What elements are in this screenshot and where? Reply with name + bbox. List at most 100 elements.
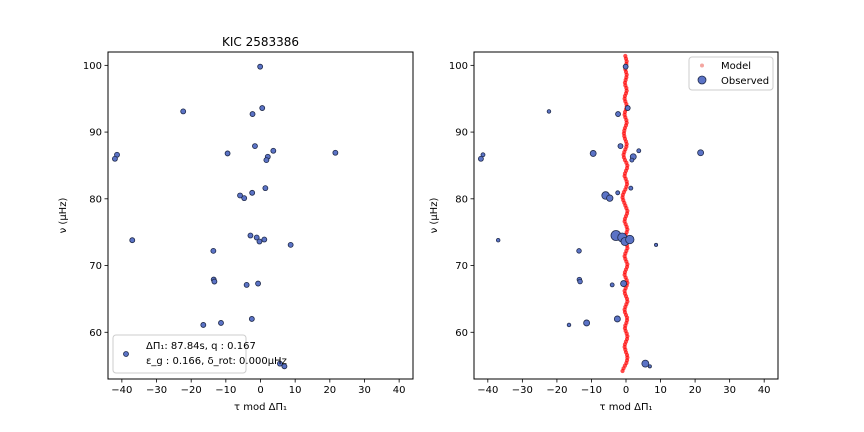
data-point: [277, 360, 283, 367]
data-point: [211, 278, 218, 285]
data-point: [252, 143, 258, 149]
observed-point: [606, 194, 614, 202]
data-point: [249, 111, 256, 117]
left-scatter-points: [112, 63, 339, 370]
y-tick-label: 60: [89, 328, 102, 339]
observed-point: [622, 63, 629, 70]
left-annotation-box: ΔΠ₁: 87.84s, q : 0.167 ε_g : 0.166, δ_ro…: [112, 334, 287, 374]
annotation-line-1: ΔΠ₁: 87.84s, q : 0.167: [146, 341, 256, 352]
data-point: [332, 149, 339, 156]
data-point: [237, 192, 243, 199]
x-tick-label: 20: [689, 385, 702, 396]
observed-point: [495, 237, 501, 243]
data-point: [112, 155, 118, 162]
x-tick-label: −30: [146, 385, 167, 396]
data-point: [257, 63, 264, 70]
left-y-ticks: 60 70 80 90 100: [83, 61, 108, 339]
data-point: [224, 150, 231, 157]
x-tick-label: 10: [289, 385, 302, 396]
annotation-frame: [112, 334, 247, 374]
y-tick-label: 70: [89, 261, 102, 272]
x-tick-label: −20: [181, 385, 202, 396]
data-point: [241, 195, 248, 202]
observed-point: [624, 105, 631, 111]
observed-point: [577, 278, 583, 285]
observed-point: [613, 315, 621, 323]
observed-point: [641, 359, 650, 368]
data-point: [200, 322, 207, 328]
x-tick-label: 40: [758, 385, 771, 396]
data-point: [287, 241, 294, 248]
data-point: [248, 316, 255, 322]
x-tick-label: 40: [393, 385, 406, 396]
data-point: [218, 320, 224, 326]
data-point: [210, 247, 217, 254]
right-x-axis-label: τ mod ΔΠ₁: [600, 402, 653, 413]
observed-point: [615, 111, 621, 117]
observed-point: [629, 157, 635, 163]
y-tick-label: 60: [455, 328, 468, 339]
y-tick-label: 100: [83, 61, 102, 72]
legend-observed-marker: [697, 75, 707, 85]
observed-point: [576, 248, 582, 254]
x-tick-label: 20: [323, 385, 336, 396]
x-tick-label: 30: [358, 385, 371, 396]
right-legend: Model Observed: [688, 56, 774, 91]
x-tick-label: 0: [623, 385, 629, 396]
left-chart-title: KIC 2583386: [222, 35, 299, 49]
data-point: [281, 363, 288, 370]
y-tick-label: 100: [449, 61, 468, 72]
model-point: [623, 53, 628, 59]
left-y-axis-label: ν (μHz): [58, 198, 69, 234]
data-point: [247, 232, 254, 239]
legend-observed-label: Observed: [721, 76, 769, 87]
x-tick-label: −40: [111, 385, 132, 396]
data-point: [256, 238, 263, 245]
legend-model-label: Model: [721, 61, 751, 72]
observed-point: [617, 143, 624, 149]
observed-point: [478, 155, 484, 162]
observed-point: [583, 319, 591, 327]
data-point: [255, 280, 261, 287]
data-point: [259, 105, 266, 111]
x-tick-label: 30: [723, 385, 736, 396]
x-tick-label: −40: [477, 385, 498, 396]
left-x-ticks: −40 −30 −20 −10 0 10 20 30 40: [111, 379, 406, 396]
data-point: [262, 185, 269, 192]
observed-point: [620, 280, 627, 287]
observed-point: [654, 242, 659, 247]
y-tick-label: 80: [455, 194, 468, 205]
observed-point: [615, 190, 621, 196]
data-point: [129, 237, 136, 244]
x-tick-label: −30: [512, 385, 533, 396]
right-panel: −40 −30 −20 −10 0 10 20 30 40 60 70 80 90 100 τ mod …: [429, 51, 779, 413]
observed-point: [636, 148, 642, 154]
data-point: [180, 108, 187, 115]
right-model-points: [620, 53, 630, 374]
y-tick-label: 90: [455, 128, 468, 139]
x-tick-label: −10: [581, 385, 602, 396]
right-observed-points: [478, 63, 705, 369]
data-point: [270, 147, 277, 154]
x-tick-label: −20: [546, 385, 567, 396]
observed-point: [647, 364, 652, 369]
left-x-axis-label: τ mod ΔΠ₁: [234, 402, 287, 413]
annotation-marker: [123, 351, 129, 357]
right-y-ticks: 60 70 80 90 100: [449, 61, 474, 339]
data-point: [243, 282, 250, 288]
observed-point: [566, 322, 572, 328]
left-panel: −40 −30 −20 −10 0 10 20 30 40 60 70 80 90 100 KIC 25…: [58, 35, 414, 413]
observed-point: [628, 185, 634, 191]
x-tick-label: 10: [654, 385, 667, 396]
data-point: [249, 189, 256, 196]
annotation-line-2: ε_g : 0.166, δ_rot: 0.000μHz: [146, 356, 287, 367]
observed-point: [697, 149, 705, 157]
x-tick-label: −10: [215, 385, 236, 396]
observed-point: [625, 234, 635, 245]
right-y-axis-label: ν (μHz): [429, 198, 440, 234]
y-tick-label: 70: [455, 261, 468, 272]
data-point: [263, 157, 270, 164]
y-tick-label: 90: [89, 128, 102, 139]
observed-point: [546, 109, 552, 114]
